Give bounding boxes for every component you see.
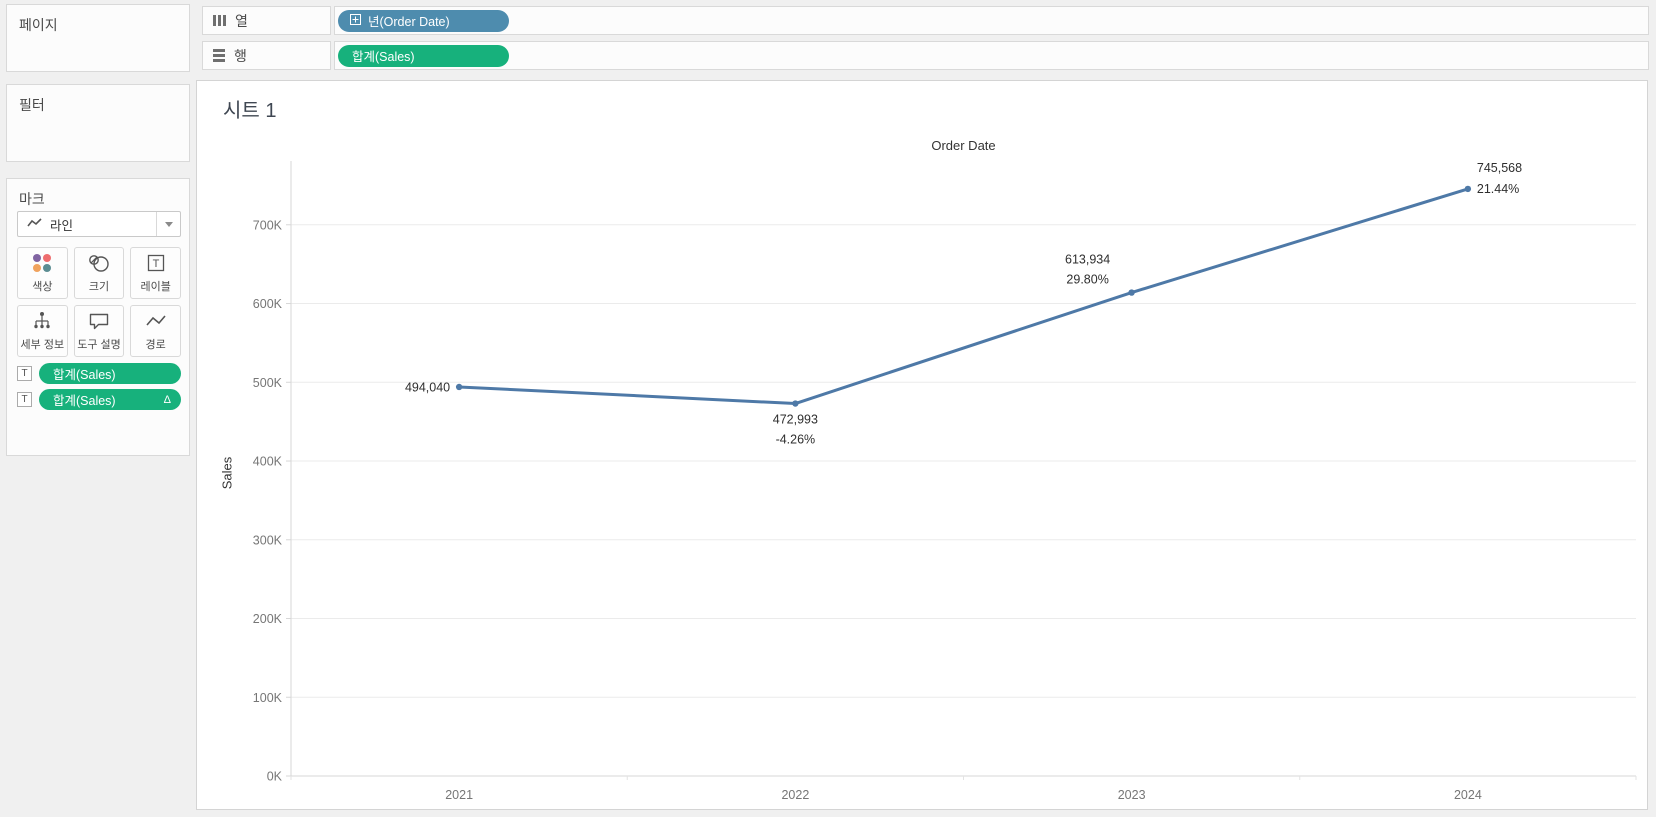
columns-shelf-label-text: 열 [235,12,248,29]
y-tick-label: 600K [253,297,283,311]
order-date-pill[interactable]: 년(Order Date) [338,9,509,32]
sales-label-pill-text: 합계(Sales) [53,368,116,382]
rows-shelf-label-text: 행 [234,47,247,64]
columns-icon [213,15,226,26]
sales-delta-label-pill[interactable]: 합계(Sales) Δ [39,389,181,410]
marks-pill-row: T 합계(Sales) Δ [17,389,181,410]
size-button[interactable]: 크기 [73,247,125,299]
detail-button-label: 세부 정보 [20,339,65,351]
y-tick-label: 300K [253,533,283,547]
pages-shelf-title: 페이지 [19,17,58,33]
x-tick-label: 2021 [445,788,473,802]
mark-type-dropdown[interactable]: 라인 [17,211,181,237]
svg-text:T: T [152,258,159,270]
delta-badge: Δ [163,393,171,406]
line-mark-icon [27,217,42,231]
marks-pill-list: T 합계(Sales) T 합계(Sales) Δ [17,363,181,415]
point-label: 472,993 [773,413,818,427]
path-icon [146,306,166,336]
mark-type-value: 라인 [50,218,74,233]
x-tick-label: 2023 [1118,788,1146,802]
tooltip-icon [88,306,110,336]
data-point[interactable] [1464,185,1472,193]
x-tick-label: 2022 [781,788,809,802]
path-button[interactable]: 경로 [130,305,181,357]
marks-card: 마크 라인 색상 크기 T 레이블 [6,178,190,456]
x-tick-label: 2024 [1454,788,1482,802]
label-button[interactable]: T 레이블 [130,247,181,299]
chart-title: Order Date [931,138,996,153]
columns-shelf[interactable]: 년(Order Date) [334,6,1649,35]
sales-delta-label-pill-text: 합계(Sales) [53,394,116,408]
marks-buttons: 색상 크기 T 레이블 세부 정보 도구 설명 [17,247,181,357]
data-point[interactable] [792,400,799,407]
detail-button[interactable]: 세부 정보 [17,305,68,357]
line-chart[interactable]: 0K 100K 200K 300K 400K 500K 600K 700K 2021 2022 20… [197,81,1647,809]
color-button[interactable]: 색상 [17,247,68,299]
text-mark-icon[interactable]: T [17,366,32,381]
tooltip-button-label: 도구 설명 [77,339,121,351]
size-icon [88,248,110,278]
y-tick-label: 200K [253,612,283,626]
sheet-title: 시트 1 [223,100,277,122]
marks-card-title: 마크 [19,191,45,207]
sales-label-pill[interactable]: 합계(Sales) [39,363,181,384]
y-tick-label: 0K [267,770,283,784]
point-label: 29.80% [1066,273,1108,287]
y-tick-label: 700K [253,218,283,232]
worksheet: 시트 1 Order Date Sales 0K 100K 200K 300K 400K… [196,80,1648,810]
data-point[interactable] [1128,289,1135,296]
path-button-label: 경로 [145,339,166,351]
order-date-pill-text: 년(Order Date) [368,15,450,29]
point-label: 494,040 [405,380,450,394]
text-mark-icon[interactable]: T [17,392,32,407]
rows-icon [213,49,225,62]
label-button-label: 레이블 [140,281,171,293]
marks-pill-row: T 합계(Sales) [17,363,181,384]
rows-shelf-label: 행 [202,41,331,70]
point-label: 745,568 [1477,161,1522,175]
sum-sales-pill-text: 합계(Sales) [352,50,415,64]
point-label: -4.26% [776,433,816,447]
rows-shelf[interactable]: 합계(Sales) [334,41,1649,70]
columns-shelf-label: 열 [202,6,331,35]
label-icon: T [147,248,165,278]
sales-line[interactable] [457,187,1470,406]
size-button-label: 크기 [88,281,110,293]
y-tick-label: 400K [253,455,283,469]
pages-shelf[interactable]: 페이지 [6,4,190,72]
detail-icon [32,306,52,336]
sum-sales-pill[interactable]: 합계(Sales) [338,44,509,67]
date-expand-icon [350,13,361,28]
filters-shelf[interactable]: 필터 [6,84,190,162]
mark-type-dropdown-caret[interactable] [156,212,180,236]
data-point[interactable] [455,383,463,391]
point-label: 21.44% [1477,182,1519,196]
color-icon [33,248,52,278]
y-tick-label: 100K [253,691,283,705]
point-label: 613,934 [1065,253,1110,267]
filters-shelf-title: 필터 [19,97,45,113]
chevron-down-icon [164,221,173,227]
y-tick-label: 500K [253,376,283,390]
color-button-label: 색상 [32,281,53,293]
tooltip-button[interactable]: 도구 설명 [73,305,125,357]
